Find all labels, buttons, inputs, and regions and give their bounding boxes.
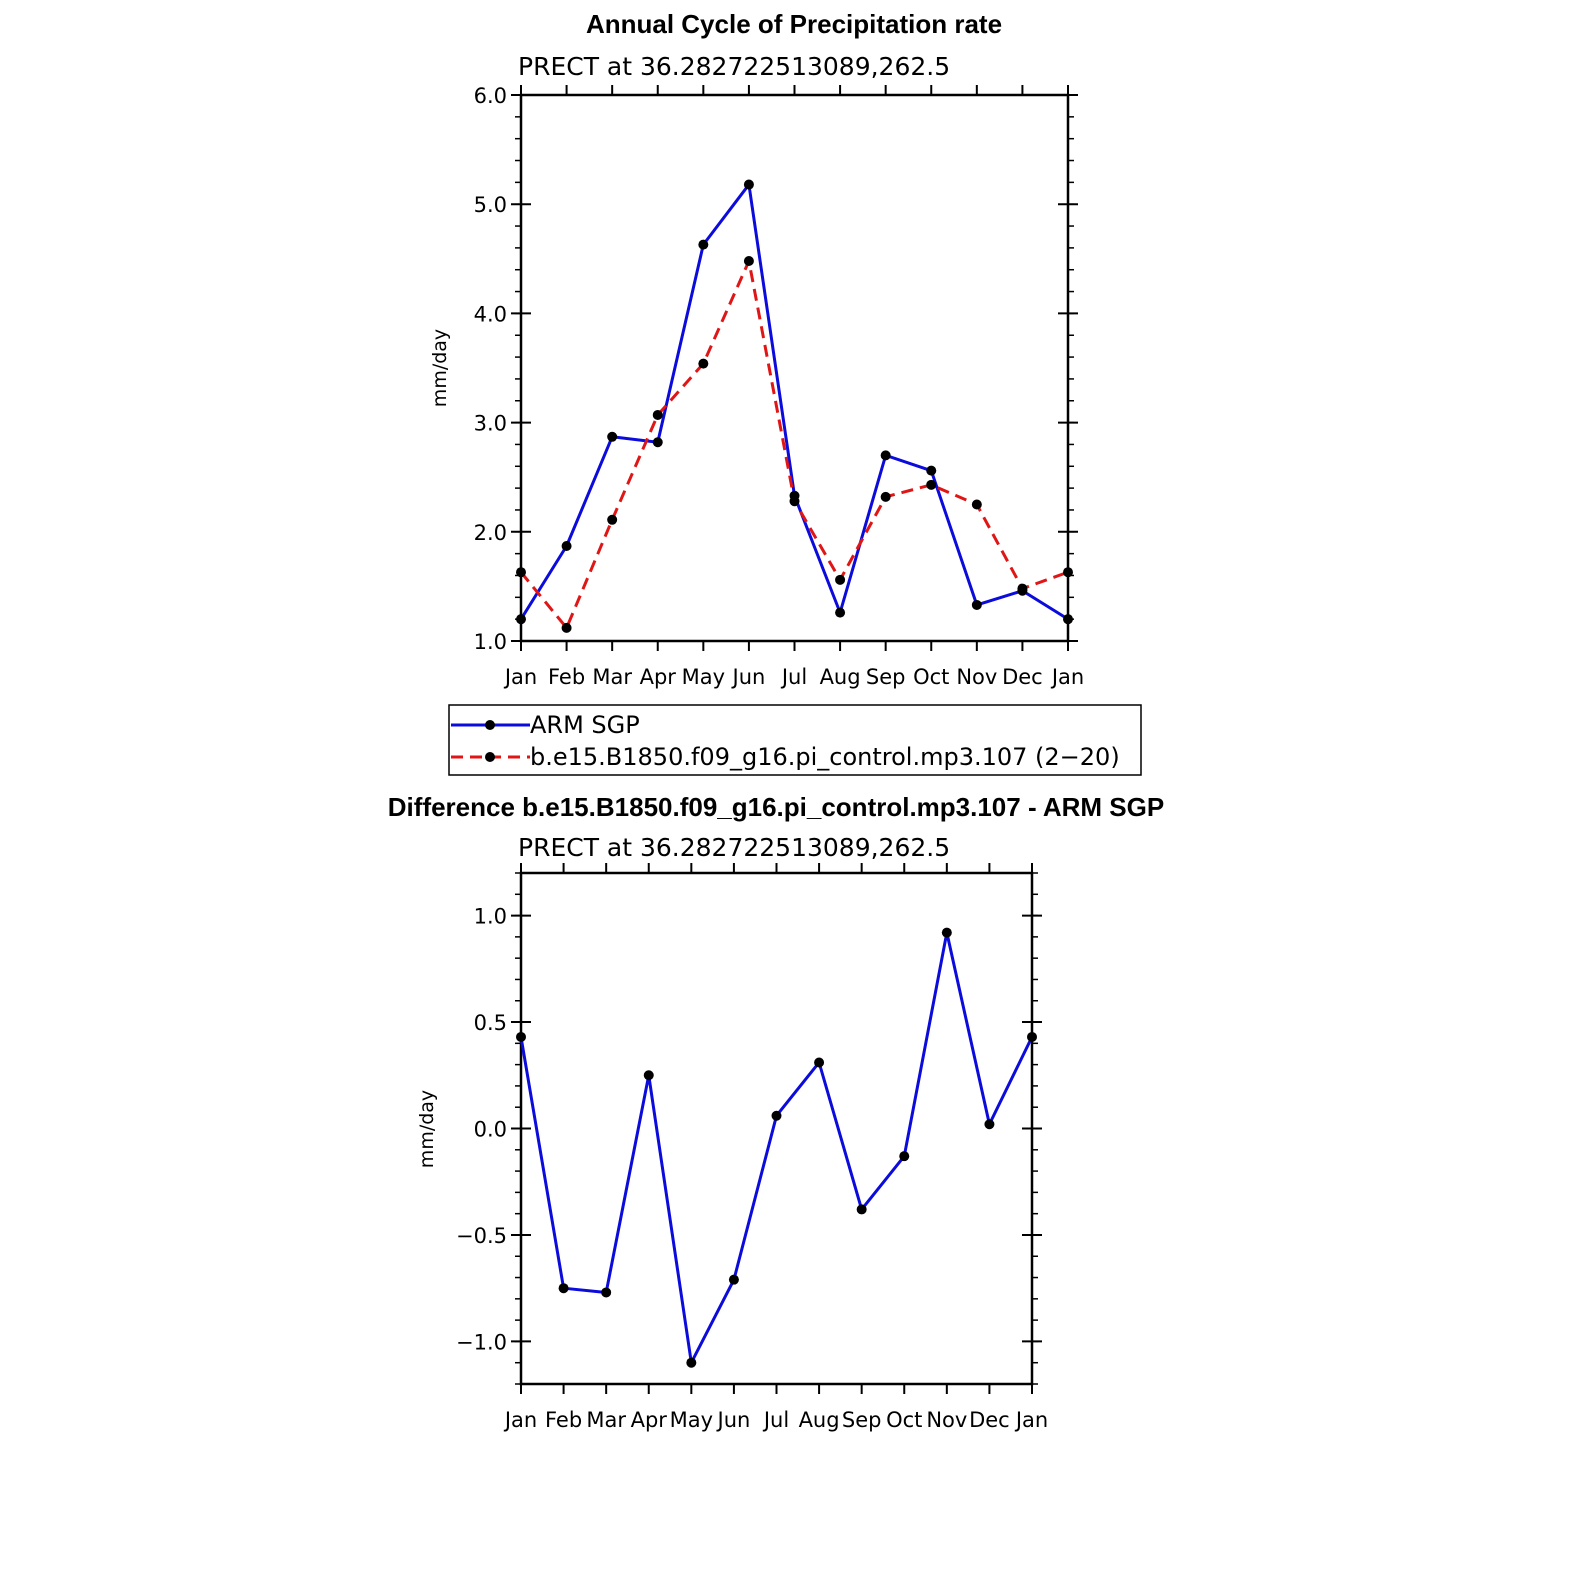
x-tick-label: Nov <box>956 665 997 689</box>
data-point <box>971 499 982 510</box>
legend-label-model: b.e15.B1850.f09_g16.pi_control.mp3.107 (… <box>530 743 1120 771</box>
y-tick-label: 0.0 <box>474 1118 507 1142</box>
x-tick-label: Jan <box>1014 1408 1048 1432</box>
y-tick-label: 0.5 <box>474 1011 507 1035</box>
data-point <box>899 1151 910 1162</box>
plot-border <box>519 871 1034 1386</box>
x-tick-label: Feb <box>548 665 585 689</box>
x-tick-label: Sep <box>842 1408 882 1432</box>
data-point <box>926 479 937 490</box>
x-tick-label: Aug <box>799 1408 840 1432</box>
data-point <box>926 465 937 476</box>
y-axis-label: mm/day <box>416 1090 438 1168</box>
series-line-0 <box>519 931 1034 1365</box>
x-tick-label: Jul <box>780 665 807 689</box>
data-point <box>652 409 663 420</box>
y-tick-label: −1.0 <box>456 1330 507 1354</box>
y-tick-label: 1.0 <box>474 905 507 929</box>
chart-subtitle: PRECT at 36.282722513089,262.5 <box>518 833 950 862</box>
data-point <box>607 431 618 442</box>
x-tick-label: Feb <box>545 1408 582 1432</box>
x-tick-label: May <box>670 1408 713 1432</box>
data-point <box>516 1031 526 1042</box>
data-point <box>771 1110 782 1121</box>
legend-box <box>448 704 1142 776</box>
data-point <box>561 622 572 633</box>
data-point <box>698 239 709 250</box>
data-point <box>880 450 891 461</box>
x-tick-label: Jan <box>1050 665 1084 689</box>
legend-label-obs: ARM SGP <box>530 711 640 739</box>
plot-border <box>519 93 1070 643</box>
y-tick-label: 6.0 <box>474 84 507 108</box>
y-axis-label: mm/day <box>429 329 451 407</box>
y-tick-label: 3.0 <box>474 412 507 436</box>
x-tick-label: Oct <box>886 1408 922 1432</box>
data-point <box>971 599 982 610</box>
series-line-0 <box>519 183 1069 621</box>
x-tick-label: Mar <box>592 665 632 689</box>
data-point <box>789 496 800 507</box>
legend-model-marker <box>485 752 495 762</box>
data-point <box>652 437 663 448</box>
legend-obs-marker <box>485 720 495 730</box>
data-point <box>558 1283 569 1294</box>
data-point <box>856 1204 867 1215</box>
data-point <box>686 1357 697 1368</box>
data-point <box>743 255 754 266</box>
data-point <box>743 179 754 190</box>
y-tick-label: −0.5 <box>456 1224 507 1248</box>
data-point <box>835 607 846 618</box>
data-point <box>1027 1031 1037 1042</box>
plot-frame: Jan Feb Mar Apr May Jun Jul Aug Sep Oct Nov Dec Jan−… <box>456 863 1048 1432</box>
x-tick-label: May <box>682 665 725 689</box>
x-tick-label: Jun <box>716 1408 751 1432</box>
annual-cycle-chart: Annual Cycle of Precipitation rate PRECT… <box>429 9 1142 776</box>
y-tick-label: 2.0 <box>474 521 507 545</box>
x-tick-label: Aug <box>820 665 861 689</box>
x-tick-label: Sep <box>866 665 906 689</box>
data-point <box>698 358 709 369</box>
data-point <box>516 614 526 625</box>
data-point <box>643 1070 654 1081</box>
x-tick-label: Apr <box>631 1408 668 1432</box>
data-point <box>601 1287 612 1298</box>
data-point <box>1063 567 1073 578</box>
y-tick-label: 1.0 <box>474 630 507 654</box>
data-point <box>1063 614 1073 625</box>
x-tick-label: Oct <box>913 665 949 689</box>
x-tick-label: Jan <box>503 665 537 689</box>
plot-frame: Jan Feb Mar Apr May Jun Jul Aug Sep Oct Nov Dec Jan 1… <box>474 84 1085 689</box>
data-point <box>516 567 526 578</box>
x-tick-label: Apr <box>640 665 677 689</box>
data-point <box>835 574 846 585</box>
x-tick-label: Mar <box>586 1408 626 1432</box>
x-tick-label: Jul <box>762 1408 789 1432</box>
data-point <box>984 1119 995 1130</box>
legend: ARM SGP b.e15.B1850.f09_g16.pi_control.m… <box>448 704 1142 776</box>
series-line-1 <box>519 259 1069 630</box>
data-point <box>561 540 572 551</box>
series-group <box>516 179 1073 633</box>
data-point <box>1017 583 1028 594</box>
difference-chart: Difference b.e15.B1850.f09_g16.pi_contro… <box>388 792 1164 1432</box>
x-tick-label: Jan <box>503 1408 537 1432</box>
data-point <box>607 514 618 525</box>
data-point <box>941 927 952 938</box>
chart-title: Annual Cycle of Precipitation rate <box>586 9 1002 39</box>
chart-subtitle: PRECT at 36.282722513089,262.5 <box>518 52 950 81</box>
x-tick-label: Nov <box>926 1408 967 1432</box>
y-tick-label: 5.0 <box>474 193 507 217</box>
y-tick-label: 4.0 <box>474 302 507 326</box>
x-tick-label: Dec <box>1002 665 1043 689</box>
x-tick-label: Dec <box>969 1408 1010 1432</box>
data-point <box>728 1274 739 1285</box>
x-tick-label: Jun <box>731 665 766 689</box>
series-group <box>516 927 1037 1368</box>
chart-title: Difference b.e15.B1850.f09_g16.pi_contro… <box>388 792 1164 822</box>
data-point <box>814 1057 825 1068</box>
data-point <box>880 491 891 502</box>
